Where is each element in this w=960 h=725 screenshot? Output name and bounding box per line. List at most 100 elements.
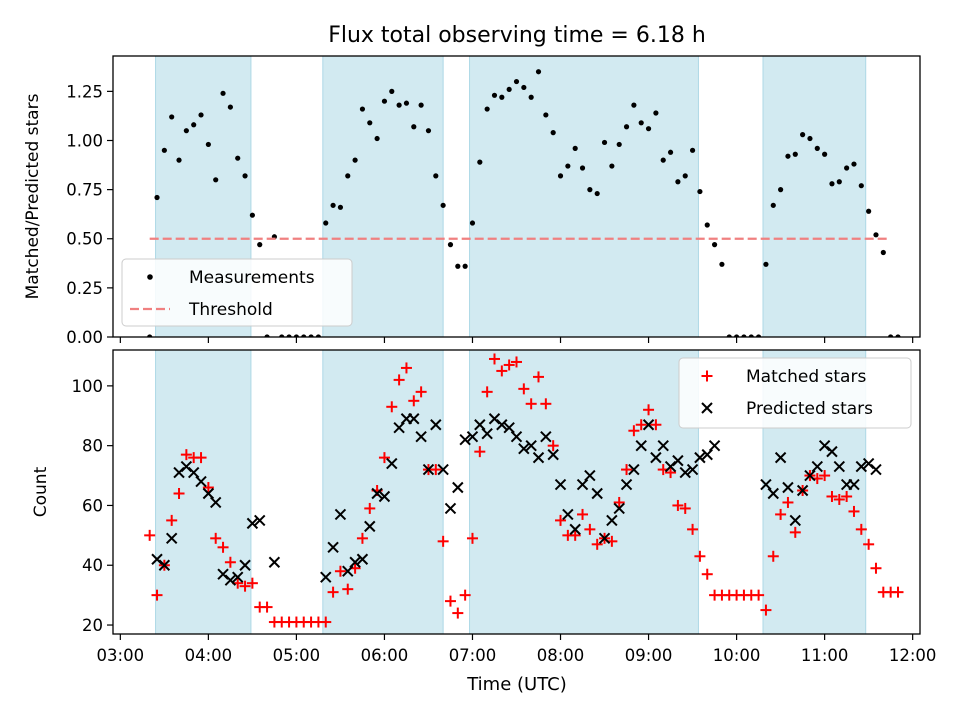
matched-star-point	[775, 508, 787, 520]
matched-star-point	[643, 404, 655, 416]
predicted-star-point	[474, 419, 486, 431]
predicted-star-point	[598, 532, 611, 545]
matched-star-point	[261, 601, 273, 613]
measurement-point	[469, 220, 476, 226]
measurement-point	[631, 102, 637, 108]
measurement-point	[396, 102, 402, 108]
measurement-point	[374, 135, 380, 142]
matched-star-point	[217, 541, 229, 553]
measurement-point	[513, 78, 520, 85]
matched-star-point	[569, 529, 581, 541]
predicted-star-point	[672, 454, 684, 467]
matched-star-point	[511, 356, 522, 368]
x-tick-label: 11:00	[801, 646, 849, 665]
predicted-star-point	[202, 487, 215, 500]
predicted-star-point	[459, 433, 471, 446]
measurement-point	[403, 100, 410, 106]
measurement-point	[161, 147, 167, 153]
measurement-point	[778, 187, 784, 193]
measurement-point	[359, 106, 366, 112]
matched-star-point	[210, 532, 222, 544]
predicted-star-point	[708, 439, 721, 452]
measurement-point	[711, 242, 718, 248]
matched-star-point	[166, 514, 178, 526]
measurement-point	[653, 110, 659, 116]
measurement-point	[198, 112, 204, 118]
measurement-point	[499, 94, 505, 100]
measurement-point	[616, 141, 622, 148]
ratio-observing-window	[762, 56, 867, 337]
predicted-star-point	[327, 541, 339, 554]
measurement-point	[587, 187, 593, 193]
predicted-star-point	[320, 571, 332, 583]
count-series-matched-stars	[144, 353, 904, 628]
predicted-star-point	[496, 419, 508, 431]
predicted-star-point	[378, 490, 391, 503]
predicted-star-point	[811, 460, 823, 473]
predicted-star-point	[547, 448, 559, 461]
measurement-point	[807, 135, 813, 142]
predicted-star-point	[342, 565, 354, 577]
measurement-point	[455, 263, 461, 269]
predicted-star-point	[870, 463, 882, 476]
y-tick-label: 1.00	[66, 131, 103, 150]
matched-star-point	[782, 496, 794, 508]
predicted-star-point	[518, 442, 530, 455]
predicted-star-point	[246, 517, 259, 530]
predicted-star-point	[210, 496, 222, 509]
matched-star-point	[577, 508, 589, 520]
ratio-axes-frame	[112, 55, 921, 338]
count-legend: Matched stars Predicted stars	[678, 357, 912, 429]
matched-star-point	[224, 556, 236, 568]
matched-star-point	[334, 565, 346, 577]
measurement-point	[601, 139, 608, 146]
measurement-point	[477, 159, 483, 165]
matched-star-point	[180, 449, 192, 461]
count-series-predicted-stars	[151, 413, 882, 586]
predicted-star-point	[503, 422, 515, 434]
predicted-star-point	[642, 419, 655, 431]
count-observing-window	[155, 350, 252, 634]
x-tick-label: 10:00	[713, 646, 761, 665]
predicted-star-point	[606, 514, 618, 527]
measurement-point	[345, 173, 351, 179]
ratio-series-measurements	[147, 69, 901, 337]
measurement-point	[557, 173, 564, 179]
matched-star-point	[393, 374, 405, 386]
matched-star-point	[650, 419, 662, 431]
count-y-axis-label: Count	[31, 466, 51, 517]
matched-star-point	[525, 398, 537, 410]
legend-box	[121, 258, 353, 327]
predicted-star-point	[628, 463, 640, 476]
predicted-star-point	[848, 478, 860, 491]
measurement-point	[220, 90, 226, 96]
y-tick-label: 0.00	[66, 328, 103, 347]
predicted-star-point	[789, 514, 801, 527]
count-observing-window	[322, 350, 444, 634]
y-tick-label: 80	[82, 437, 103, 456]
y-tick-label: 40	[82, 556, 103, 575]
predicted-star-point	[650, 451, 662, 464]
predicted-star-point	[408, 413, 420, 425]
ratio-panel: 0.00 0.25 0.50 0.75 1.00 1.25 Matched/Predicte…	[23, 55, 921, 347]
measurement-point	[242, 173, 248, 179]
predicted-star-point	[584, 469, 596, 482]
predicted-star-point	[187, 466, 200, 479]
matched-star-point	[356, 532, 368, 544]
measurement-point	[623, 124, 630, 130]
ratio-legend: Measurements Threshold	[121, 258, 353, 327]
measurement-point	[851, 161, 857, 167]
matched-star-point	[687, 523, 699, 535]
measurement-point	[660, 157, 666, 163]
measurement-point	[638, 120, 644, 126]
matched-star-point	[459, 589, 471, 601]
predicted-star-point	[826, 445, 838, 458]
matched-star-point	[400, 362, 412, 374]
matched-star-point	[320, 616, 332, 628]
predicted-star-point	[591, 487, 603, 500]
matched-star-point	[863, 538, 875, 550]
matched-star-point	[665, 467, 677, 479]
measurement-point	[866, 208, 872, 214]
predicted-star-point	[239, 559, 251, 571]
measurement-point	[433, 173, 439, 179]
